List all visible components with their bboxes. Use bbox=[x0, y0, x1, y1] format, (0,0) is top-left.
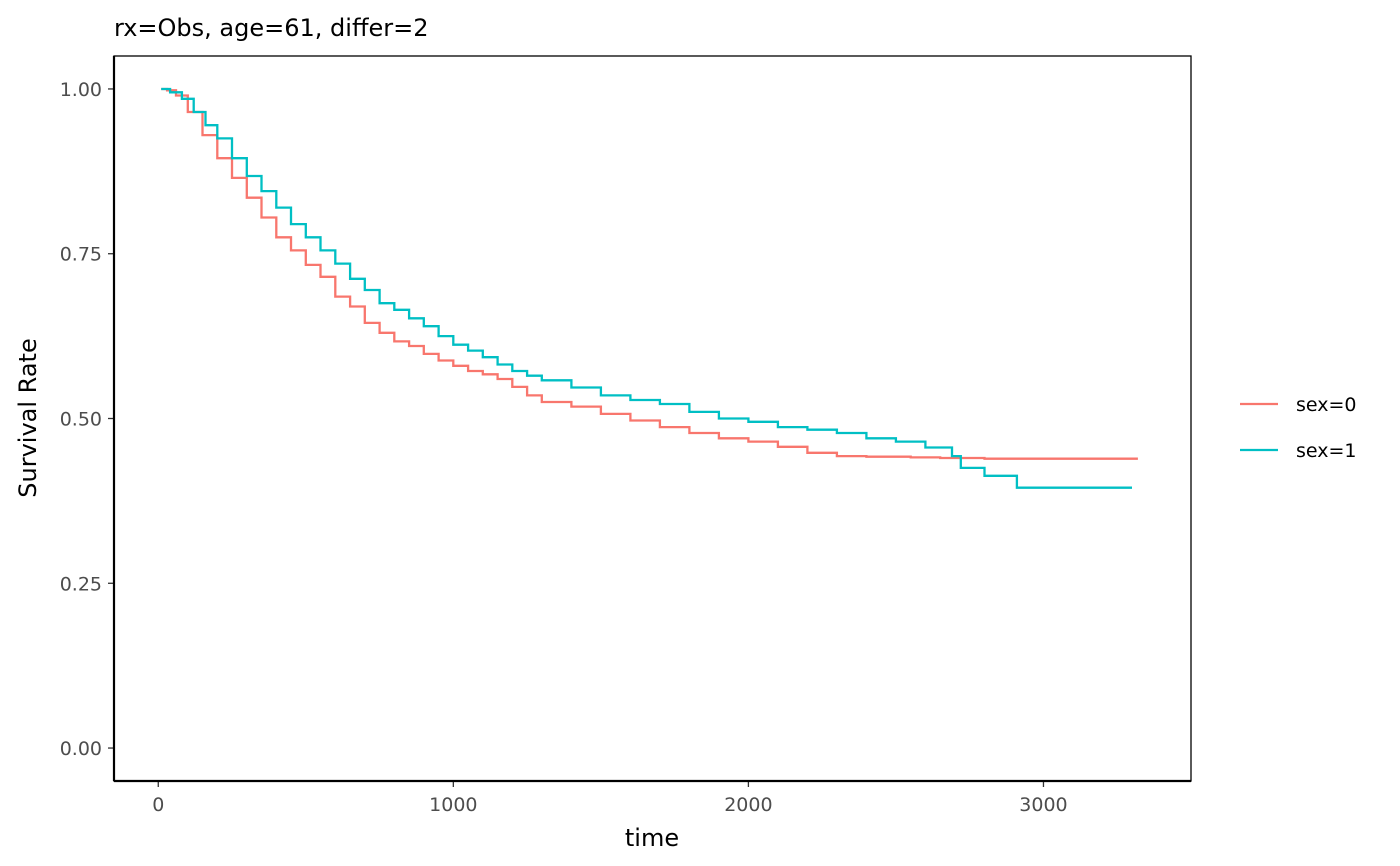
x-tick-label: 2000 bbox=[724, 794, 772, 816]
y-tick-label: 0.25 bbox=[60, 573, 102, 595]
y-axis-title: Survival Rate bbox=[14, 338, 42, 497]
x-tick-label: 3000 bbox=[1019, 794, 1067, 816]
chart-title: rx=Obs, age=61, differ=2 bbox=[114, 14, 428, 42]
y-tick-label: 0.00 bbox=[60, 738, 102, 760]
series-line-sex-0 bbox=[161, 87, 1138, 460]
y-tick-label: 1.00 bbox=[60, 79, 102, 101]
y-tick-label: 0.50 bbox=[60, 409, 102, 431]
plot-panel bbox=[113, 55, 1192, 782]
legend-label: sex=1 bbox=[1296, 440, 1357, 462]
legend: sex=0 sex=1 bbox=[1240, 394, 1357, 462]
legend-label: sex=0 bbox=[1296, 394, 1357, 416]
series-layer bbox=[161, 87, 1138, 489]
axes-layer: 0.00 0.25 0.50 0.75 1.00 0 1000 2000 3000 bbox=[60, 56, 1191, 816]
x-axis-title: time bbox=[625, 824, 679, 852]
y-tick-label: 0.75 bbox=[60, 244, 102, 266]
series-line-sex-1 bbox=[161, 87, 1132, 489]
x-tick-label: 1000 bbox=[429, 794, 477, 816]
x-tick-label: 0 bbox=[152, 794, 164, 816]
